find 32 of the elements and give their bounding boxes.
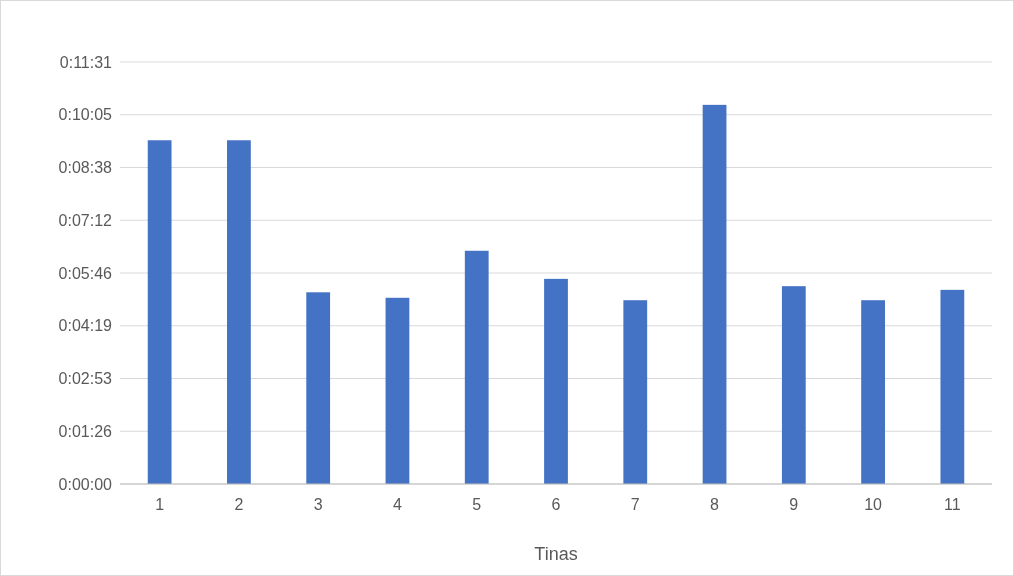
bar <box>702 104 727 484</box>
y-tick-label: 0:07:12 <box>58 211 113 229</box>
x-tick-label: 11 <box>944 496 961 513</box>
x-tick-label: 4 <box>393 496 402 513</box>
y-tick-label: 0:05:46 <box>58 264 113 282</box>
y-tick-label: 0:08:38 <box>58 159 113 177</box>
bar <box>385 297 410 484</box>
x-tick-label: 6 <box>551 496 561 513</box>
x-tick-label: 3 <box>313 496 323 513</box>
bar <box>861 300 885 484</box>
y-tick-label: 0:10:05 <box>58 106 113 124</box>
x-tick-label: 2 <box>234 496 244 513</box>
y-tick-label: 0:02:53 <box>58 370 113 388</box>
bar <box>544 278 568 484</box>
x-axis-title: Tinas <box>534 544 578 564</box>
bar <box>227 140 251 484</box>
y-tick-label: 0:01:26 <box>58 422 113 440</box>
x-tick-label: 5 <box>472 496 482 513</box>
bar <box>147 140 172 484</box>
y-tick-label: 0:04:19 <box>58 317 113 335</box>
y-tick-label: 0:00:00 <box>58 475 113 493</box>
x-tick-label: 9 <box>789 496 799 513</box>
bar <box>781 286 806 484</box>
bar <box>623 300 648 484</box>
bar <box>306 292 331 484</box>
bar <box>940 289 965 484</box>
x-tick-label: 7 <box>630 496 640 513</box>
bar <box>464 250 489 484</box>
x-tick-label: 8 <box>710 496 720 513</box>
x-tick-label: 10 <box>864 496 883 513</box>
y-tick-label: 0:11:31 <box>59 53 113 71</box>
x-tick-label: 1 <box>155 496 165 513</box>
